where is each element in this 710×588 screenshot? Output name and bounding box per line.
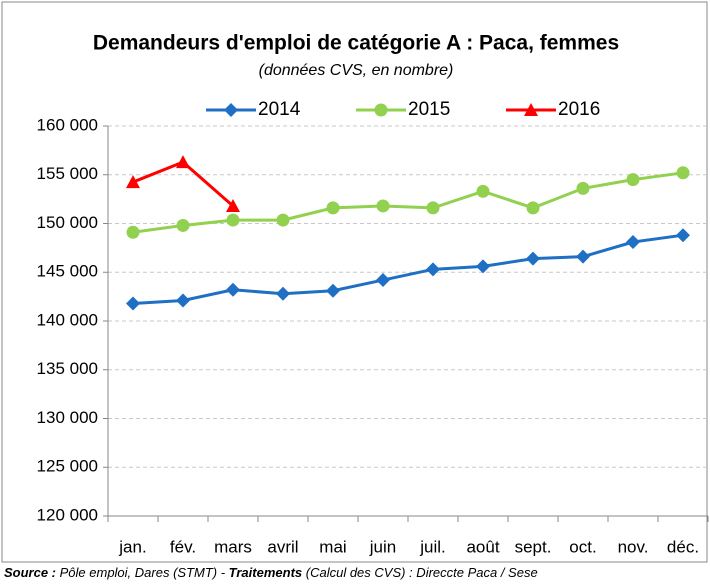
x-tick-label: avril [267, 537, 298, 556]
y-tick-label: 160 000 [37, 115, 98, 134]
x-tick-label: mai [319, 537, 346, 556]
source-part: Source : [4, 565, 56, 580]
data-point [226, 213, 240, 227]
data-point [626, 235, 640, 250]
y-tick-label: 150 000 [37, 213, 98, 232]
data-point [476, 259, 490, 274]
data-point [226, 198, 240, 212]
y-tick-label: 130 000 [37, 408, 98, 427]
chart-subtitle: (données CVS, en nombre) [259, 62, 454, 79]
x-tick-label: août [466, 537, 499, 556]
data-point [376, 273, 390, 288]
data-point [176, 293, 190, 308]
data-point [276, 213, 290, 227]
data-point [676, 166, 690, 180]
y-tick-label: 155 000 [37, 164, 98, 183]
data-point [426, 262, 440, 277]
legend-label: 2014 [258, 99, 301, 120]
source-part: Pôle emploi, Dares (STMT) - [56, 565, 229, 580]
data-point [176, 155, 190, 169]
x-tick-label: juil. [419, 537, 446, 556]
legend-label: 2015 [408, 99, 450, 120]
source-note: Source : Pôle emploi, Dares (STMT) - Tra… [4, 565, 538, 580]
x-tick-label: sept. [515, 537, 552, 556]
x-tick-label: mars [214, 537, 252, 556]
source-part: Direccte Paca / Sese [413, 565, 538, 580]
data-point [576, 249, 590, 264]
data-point [676, 228, 690, 243]
legend-label: 2016 [558, 99, 600, 120]
data-point [376, 199, 390, 213]
data-point [576, 181, 590, 195]
data-point [326, 201, 340, 215]
data-point [476, 184, 490, 198]
legend-marker [374, 103, 388, 117]
data-point [226, 282, 240, 297]
legend-marker [224, 103, 238, 117]
series-line [132, 233, 684, 305]
chart-title: Demandeurs d'emploi de catégorie A : Pac… [93, 32, 619, 55]
x-tick-label: jan. [118, 537, 146, 556]
y-tick-label: 125 000 [37, 457, 98, 476]
data-point [276, 286, 290, 301]
legend-marker [524, 103, 538, 116]
x-tick-label: juin [369, 537, 396, 556]
y-tick-label: 120 000 [37, 505, 98, 524]
x-tick-label: fév. [170, 537, 196, 556]
data-point [176, 218, 190, 232]
data-point [526, 201, 540, 215]
data-point [426, 201, 440, 215]
y-tick-label: 140 000 [37, 310, 98, 329]
data-point [326, 283, 340, 298]
x-tick-label: nov. [618, 537, 649, 556]
series-line [132, 171, 684, 234]
data-point [626, 173, 640, 187]
y-tick-label: 145 000 [37, 262, 98, 281]
y-tick-label: 135 000 [37, 359, 98, 378]
source-part: Traitements [229, 565, 302, 580]
data-point [126, 296, 140, 311]
data-point [526, 251, 540, 266]
x-tick-label: oct. [569, 537, 596, 556]
data-point [126, 175, 140, 189]
data-point [126, 225, 140, 239]
x-tick-label: déc. [667, 537, 699, 556]
chart-frame [1, 1, 708, 563]
source-part: (Calcul des CVS) : [302, 565, 413, 580]
